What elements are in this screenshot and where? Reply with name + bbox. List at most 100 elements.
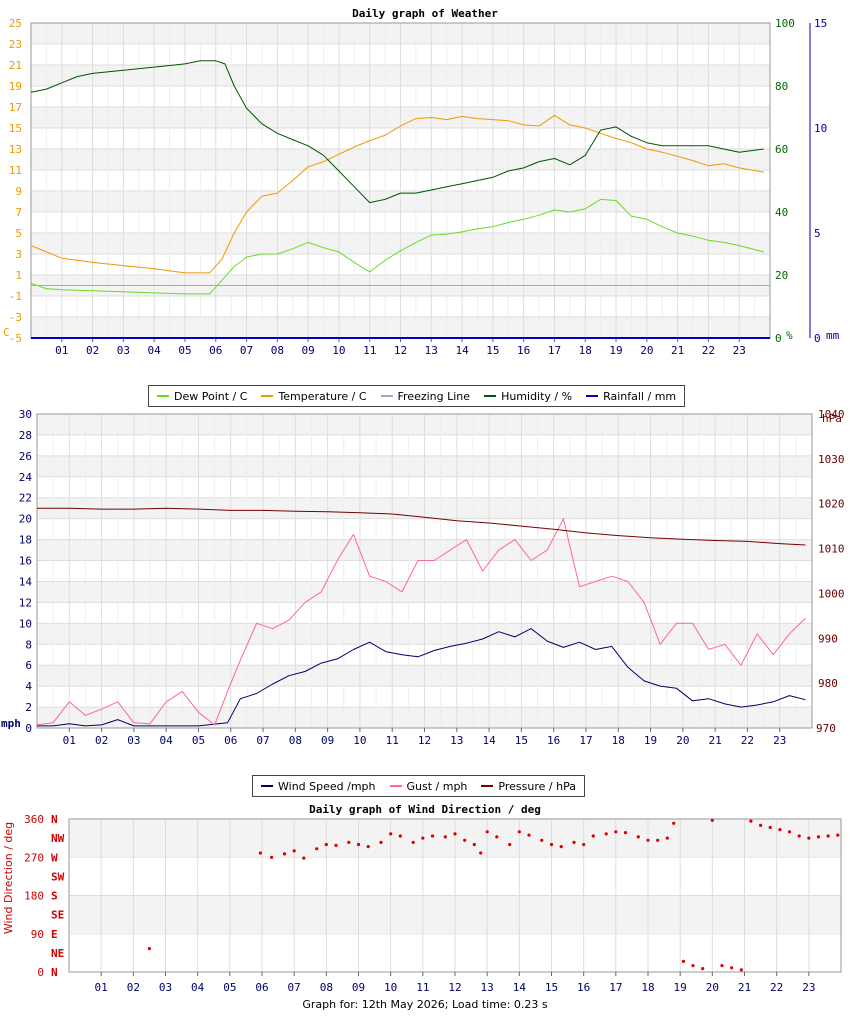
footer-status: Graph for: 12th May 2026; Load time: 0.2…: [302, 998, 548, 1011]
weather-x-tick-label: 02: [86, 344, 99, 357]
wind-y-left-unit: mph: [1, 717, 21, 730]
direction-point: [797, 834, 801, 838]
weather-x-tick-label: 16: [517, 344, 530, 357]
weather-x-tick-label: 12: [394, 344, 407, 357]
direction-x-tick-label: 03: [159, 981, 172, 994]
wind-x-tick-label: 23: [773, 734, 786, 747]
weather-y-right-rain-tick: 0: [814, 332, 821, 345]
direction-x-tick-label: 14: [513, 981, 527, 994]
weather-y-right-humidity-tick: 40: [775, 206, 788, 219]
weather-y-left-tick: 1: [15, 269, 22, 282]
wind-y-left-tick: 26: [19, 450, 32, 463]
direction-point: [411, 840, 415, 845]
direction-point: [379, 840, 383, 845]
wind-x-tick-label: 11: [386, 734, 399, 747]
direction-point: [527, 833, 531, 837]
weather-y-right-rain-tick: 5: [814, 227, 821, 240]
direction-chart-title: Daily graph of Wind Direction / deg: [309, 803, 541, 816]
direction-y-tick: 0: [37, 966, 44, 979]
weather-x-tick-label: 09: [302, 344, 315, 357]
wind-y-left-tick: 18: [19, 534, 32, 547]
weather-y-left-tick: 19: [9, 80, 22, 93]
weather-x-tick-label: 06: [209, 344, 222, 357]
direction-point: [292, 849, 296, 853]
wind-x-tick-label: 04: [160, 734, 174, 747]
weather-x-tick-label: 08: [271, 344, 284, 357]
direction-point: [778, 828, 782, 832]
weather-y-left-tick: 23: [9, 38, 22, 51]
weather-y-left-tick: 5: [15, 227, 22, 240]
weather-x-tick-label: 15: [486, 344, 499, 357]
wind-x-tick-label: 12: [418, 734, 431, 747]
wind-x-tick-label: 06: [224, 734, 237, 747]
legend-humidity: Humidity / %: [484, 390, 572, 403]
wind-series-2: [37, 507, 806, 546]
weather-x-tick-label: 04: [148, 344, 162, 357]
weather-y-right-humidity-tick: 80: [775, 80, 788, 93]
weather-x-tick-label: 11: [363, 344, 376, 357]
weather-x-tick-label: 17: [548, 344, 561, 357]
weather-y-left-tick: 15: [9, 122, 22, 135]
direction-point: [258, 851, 262, 855]
weather-x-tick-label: 05: [178, 344, 191, 357]
wind-y-left-tick: 4: [25, 680, 32, 693]
direction-point: [282, 852, 287, 856]
direction-point: [681, 959, 686, 964]
wind-x-tick-label: 18: [612, 734, 625, 747]
weather-y-left-tick: -3: [9, 311, 22, 324]
direction-point: [749, 819, 753, 823]
weather-y-left-tick: 11: [9, 164, 22, 177]
direction-point: [463, 838, 467, 842]
weather-y-left-tick: 21: [9, 59, 22, 72]
pressure-y-right-tick: 1030: [818, 453, 845, 466]
direction-point: [147, 947, 151, 951]
weather-x-tick-label: 07: [240, 344, 253, 357]
weather-y-right-humidity-unit: %: [786, 329, 793, 342]
pressure-y-right-tick: 990: [818, 632, 838, 645]
weather-x-tick-label: 14: [455, 344, 469, 357]
direction-x-tick-label: 08: [320, 981, 333, 994]
direction-x-tick-label: 13: [481, 981, 494, 994]
pressure-y-right-tick: 1000: [818, 587, 845, 600]
direction-point: [646, 838, 650, 842]
direction-x-tick-label: 22: [770, 981, 783, 994]
wind-x-tick-label: 10: [353, 734, 366, 747]
direction-x-tick-label: 17: [609, 981, 622, 994]
direction-point: [334, 843, 338, 848]
weather-y-left-tick: -5: [9, 332, 22, 345]
legend-pressure: Pressure / hPa: [481, 780, 576, 793]
pressure-y-right-tick: 1020: [818, 498, 845, 511]
wind-x-tick-label: 22: [741, 734, 754, 747]
direction-x-tick-label: 04: [191, 981, 205, 994]
direction-point: [315, 847, 319, 851]
weather-y-right-rain-unit: mm: [826, 329, 840, 342]
wind-y-left-tick: 30: [19, 408, 32, 421]
wind-series-1: [36, 518, 806, 726]
legend-dew-point: Dew Point / C: [157, 390, 247, 403]
direction-point: [672, 821, 676, 825]
direction-x-tick-label: 09: [352, 981, 365, 994]
weather-x-tick-label: 23: [733, 344, 746, 357]
direction-y-tick: 90: [31, 928, 44, 941]
weather-series-0: [30, 114, 764, 274]
direction-point: [572, 840, 576, 845]
wind-x-tick-label: 17: [579, 734, 592, 747]
wind-y-left-tick: 16: [19, 555, 32, 568]
direction-point: [614, 830, 618, 834]
wind-series-0: [37, 628, 806, 727]
direction-point: [472, 842, 476, 847]
direction-point: [710, 818, 714, 822]
direction-point: [636, 835, 640, 839]
direction-point: [549, 842, 554, 847]
wind-y-left-tick: 24: [19, 471, 33, 484]
weather-y-left-tick: 9: [15, 185, 22, 198]
weather-y-left-tick: 3: [15, 248, 22, 261]
direction-point: [508, 842, 512, 847]
weather-series-1: [30, 198, 764, 295]
direction-point: [270, 855, 274, 859]
direction-point: [443, 835, 447, 839]
direction-x-tick-label: 10: [384, 981, 397, 994]
weather-x-tick-label: 19: [609, 344, 622, 357]
direction-point: [739, 968, 743, 972]
wind-x-tick-label: 16: [547, 734, 560, 747]
